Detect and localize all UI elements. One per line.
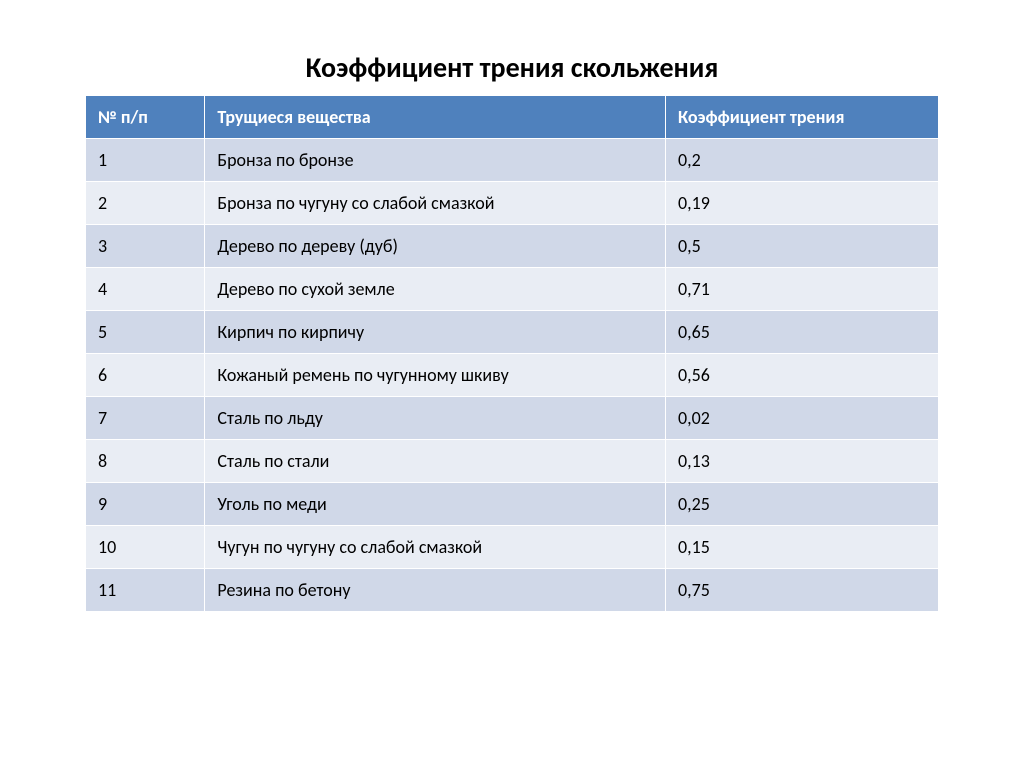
cell-material: Кожаный ремень по чугунному шкиву	[205, 354, 666, 397]
page-title: Коэффициент трения скольжения	[85, 50, 939, 85]
cell-number: 9	[86, 483, 205, 526]
table-row: 3 Дерево по дереву (дуб) 0,5	[86, 225, 939, 268]
column-header-material: Трущиеся вещества	[205, 96, 666, 139]
cell-material: Бронза по бронзе	[205, 139, 666, 182]
table-row: 4 Дерево по сухой земле 0,71	[86, 268, 939, 311]
cell-coefficient: 0,02	[666, 397, 939, 440]
cell-coefficient: 0,65	[666, 311, 939, 354]
cell-number: 2	[86, 182, 205, 225]
table-row: 1 Бронза по бронзе 0,2	[86, 139, 939, 182]
table-row: 9 Уголь по меди 0,25	[86, 483, 939, 526]
cell-material: Уголь по меди	[205, 483, 666, 526]
cell-coefficient: 0,71	[666, 268, 939, 311]
cell-number: 7	[86, 397, 205, 440]
table-row: 7 Сталь по льду 0,02	[86, 397, 939, 440]
cell-number: 6	[86, 354, 205, 397]
cell-coefficient: 0,13	[666, 440, 939, 483]
column-header-number: № п/п	[86, 96, 205, 139]
table-row: 8 Сталь по стали 0,13	[86, 440, 939, 483]
cell-material: Сталь по льду	[205, 397, 666, 440]
cell-number: 3	[86, 225, 205, 268]
cell-coefficient: 0,75	[666, 569, 939, 612]
table-row: 11 Резина по бетону 0,75	[86, 569, 939, 612]
cell-material: Сталь по стали	[205, 440, 666, 483]
table-row: 10 Чугун по чугуну со слабой смазкой 0,1…	[86, 526, 939, 569]
cell-material: Кирпич по кирпичу	[205, 311, 666, 354]
cell-coefficient: 0,2	[666, 139, 939, 182]
cell-coefficient: 0,56	[666, 354, 939, 397]
cell-material: Дерево по сухой земле	[205, 268, 666, 311]
cell-number: 10	[86, 526, 205, 569]
cell-coefficient: 0,19	[666, 182, 939, 225]
cell-coefficient: 0,15	[666, 526, 939, 569]
cell-material: Резина по бетону	[205, 569, 666, 612]
cell-number: 4	[86, 268, 205, 311]
cell-material: Дерево по дереву (дуб)	[205, 225, 666, 268]
column-header-coefficient: Коэффициент трения	[666, 96, 939, 139]
table-row: 5 Кирпич по кирпичу 0,65	[86, 311, 939, 354]
cell-coefficient: 0,5	[666, 225, 939, 268]
friction-table: № п/п Трущиеся вещества Коэффициент трен…	[85, 95, 939, 612]
cell-coefficient: 0,25	[666, 483, 939, 526]
table-header-row: № п/п Трущиеся вещества Коэффициент трен…	[86, 96, 939, 139]
cell-material: Бронза по чугуну со слабой смазкой	[205, 182, 666, 225]
cell-number: 5	[86, 311, 205, 354]
table-row: 2 Бронза по чугуну со слабой смазкой 0,1…	[86, 182, 939, 225]
table-body: 1 Бронза по бронзе 0,2 2 Бронза по чугун…	[86, 139, 939, 612]
table-row: 6 Кожаный ремень по чугунному шкиву 0,56	[86, 354, 939, 397]
cell-number: 11	[86, 569, 205, 612]
cell-number: 8	[86, 440, 205, 483]
cell-material: Чугун по чугуну со слабой смазкой	[205, 526, 666, 569]
cell-number: 1	[86, 139, 205, 182]
